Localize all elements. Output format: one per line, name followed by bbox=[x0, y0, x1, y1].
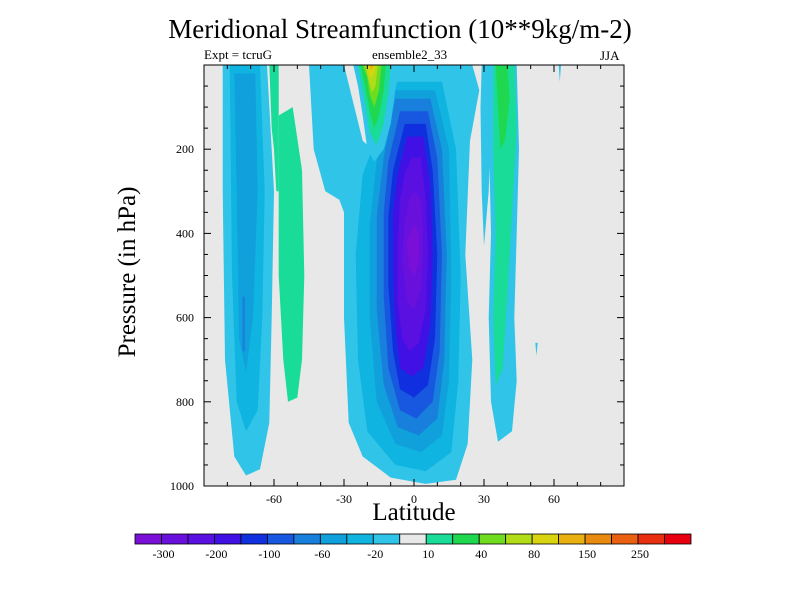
colorbar-swatch bbox=[584, 533, 612, 545]
colorbar-swatch bbox=[293, 533, 321, 545]
upper-cell-level-5 bbox=[367, 65, 376, 78]
x-tick-label: 30 bbox=[478, 492, 490, 506]
colorbar-label: -60 bbox=[314, 547, 330, 561]
colorbar-swatch bbox=[664, 533, 692, 545]
ensemble-label: ensemble2_33 bbox=[372, 47, 448, 62]
south-cell-level-4 bbox=[242, 296, 245, 352]
colorbar-swatch bbox=[425, 533, 454, 545]
x-tick-label: 60 bbox=[548, 492, 560, 506]
colorbar-swatch bbox=[452, 533, 480, 545]
colorbar-swatch bbox=[611, 533, 639, 545]
north-band-left-edge bbox=[480, 65, 491, 246]
y-tick-label: 600 bbox=[176, 311, 194, 325]
colorbar: -300 -200 -100 -60 -20 10 40 80 150 250 bbox=[134, 533, 692, 561]
y-tick-label: 800 bbox=[176, 395, 194, 409]
x-axis-title: Latitude bbox=[372, 499, 456, 526]
blob-north-2 bbox=[535, 342, 538, 356]
colorbar-swatch bbox=[531, 533, 560, 545]
colorbar-swatch bbox=[558, 533, 586, 545]
y-tick-label: 1000 bbox=[170, 479, 194, 493]
colorbar-label: -200 bbox=[205, 547, 227, 561]
season-label: JJA bbox=[600, 48, 620, 63]
y-tick-label: 200 bbox=[176, 142, 194, 156]
colorbar-label: 40 bbox=[475, 547, 487, 561]
colorbar-swatch bbox=[372, 533, 401, 545]
upper-cell-level-6 bbox=[369, 65, 374, 71]
colorbar-label: -20 bbox=[367, 547, 383, 561]
colorbar-label: -100 bbox=[258, 547, 280, 561]
south-positive-band bbox=[278, 107, 305, 402]
colorbar-swatch bbox=[187, 533, 215, 545]
colorbar-swatch bbox=[319, 533, 348, 545]
y-tick-label: 400 bbox=[176, 226, 194, 240]
x-tick-label: 0 bbox=[411, 492, 417, 506]
colorbar-swatch bbox=[240, 533, 268, 545]
contour-fields bbox=[204, 65, 624, 486]
colorbar-label: 80 bbox=[528, 547, 540, 561]
colorbar-label: 10 bbox=[422, 547, 434, 561]
experiment-label: Expt = tcruG bbox=[204, 47, 272, 62]
colorbar-swatch bbox=[478, 533, 507, 545]
colorbar-label: 250 bbox=[631, 547, 649, 561]
colorbar-label: 150 bbox=[578, 547, 596, 561]
x-tick-label: -30 bbox=[336, 492, 352, 506]
colorbar-swatch bbox=[266, 533, 295, 545]
colorbar-swatch bbox=[161, 533, 189, 545]
axes: -60 -30 0 30 60 200 400 600 800 1000 bbox=[170, 64, 625, 506]
colorbar-swatch bbox=[214, 533, 242, 545]
blob-north-1 bbox=[558, 65, 561, 82]
north-positive-level-1 bbox=[493, 65, 517, 385]
colorbar-swatch bbox=[399, 533, 427, 545]
colorbar-swatch bbox=[346, 533, 374, 545]
contour-layers bbox=[204, 65, 624, 486]
hadley-cell-core bbox=[407, 225, 419, 276]
chart-title: Meridional Streamfunction (10**9kg/m-2) bbox=[168, 14, 632, 44]
colorbar-label: -300 bbox=[152, 547, 174, 561]
colorbar-swatch bbox=[505, 533, 533, 545]
colorbar-swatch bbox=[637, 533, 665, 545]
south-cell-level-3 bbox=[234, 73, 258, 373]
colorbar-swatch bbox=[134, 533, 162, 545]
x-tick-label: -60 bbox=[266, 492, 282, 506]
upper-cell-level-4 bbox=[365, 65, 378, 93]
north-positive-level-2 bbox=[495, 65, 510, 150]
south-positive-thin bbox=[269, 65, 279, 192]
